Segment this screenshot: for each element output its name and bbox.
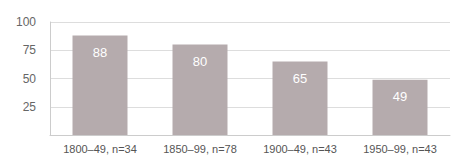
svg-text:1850–99, n=78: 1850–99, n=78: [163, 143, 237, 155]
svg-text:1950–99, n=43: 1950–99, n=43: [363, 143, 437, 155]
svg-text:75: 75: [23, 43, 37, 57]
svg-text:100: 100: [16, 15, 36, 29]
svg-text:88: 88: [93, 45, 107, 60]
svg-text:65: 65: [293, 71, 307, 86]
svg-text:50: 50: [23, 72, 37, 86]
svg-text:49: 49: [393, 89, 407, 104]
svg-text:1800–49, n=34: 1800–49, n=34: [63, 143, 137, 155]
svg-text:80: 80: [193, 54, 207, 69]
svg-text:25: 25: [23, 100, 37, 114]
svg-text:1900–49, n=43: 1900–49, n=43: [263, 143, 337, 155]
